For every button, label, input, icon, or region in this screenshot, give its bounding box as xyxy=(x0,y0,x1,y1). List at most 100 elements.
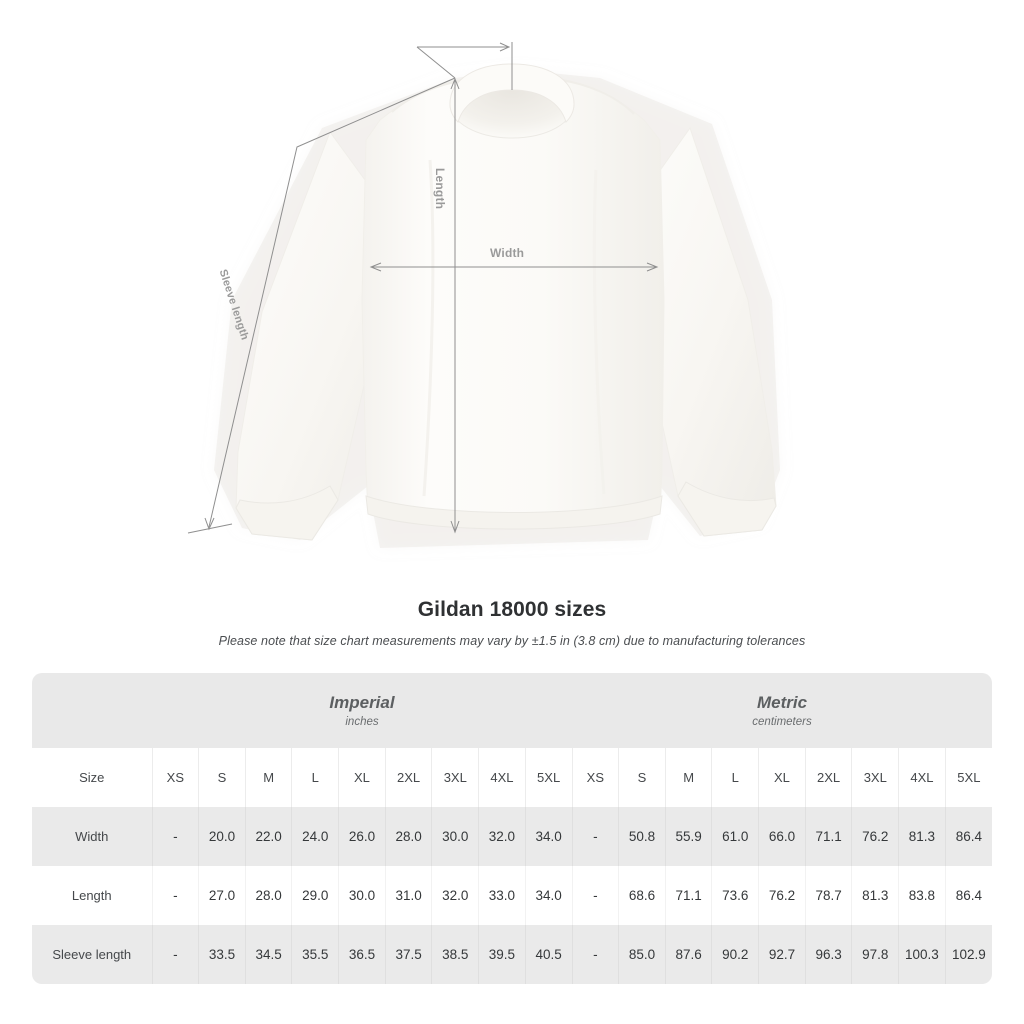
unit-system-row: Imperial inches Metric centimeters xyxy=(32,673,992,748)
measurement-cell: 28.0 xyxy=(244,866,292,925)
size-column-header-2xl: 2XL xyxy=(384,748,432,807)
measurement-cell: - xyxy=(151,925,199,984)
chart-heading-block: Gildan 18000 sizes Please note that size… xyxy=(0,598,1024,648)
size-column-header-3xl: 3XL xyxy=(431,748,479,807)
size-column-header-xl: XL xyxy=(338,748,386,807)
sweatshirt-illustration xyxy=(187,42,780,548)
measurement-cell: 33.5 xyxy=(198,925,246,984)
sweatshirt-body xyxy=(361,73,665,525)
table-row: Width -20.0 22.0 24.0 26.0 28.0 30.0 32.0 34.0-5… xyxy=(32,807,992,866)
measurement-cell: 55.9 xyxy=(664,807,712,866)
width-measurement-label: Width xyxy=(490,246,525,260)
measurement-cell: 22.0 xyxy=(244,807,292,866)
measurement-cell: 31.0 xyxy=(384,866,432,925)
shoulder-arrowhead xyxy=(499,42,511,52)
measurement-cell: 87.6 xyxy=(664,925,712,984)
measurement-cell: 34.0 xyxy=(524,807,572,866)
size-column-header-5xl: 5XL xyxy=(944,748,992,807)
unit-name-metric: Metric xyxy=(756,693,808,713)
left-cuff xyxy=(235,485,339,541)
measurement-cell: 27.0 xyxy=(198,866,246,925)
measurement-cell: 36.5 xyxy=(338,925,386,984)
measurement-cell: 73.6 xyxy=(711,866,759,925)
size-column-header-l: L xyxy=(291,748,339,807)
measurement-cell: - xyxy=(571,866,619,925)
measurement-cell: 81.3 xyxy=(851,866,899,925)
sleeve-length-line xyxy=(208,77,456,528)
measurement-cell: 38.5 xyxy=(431,925,479,984)
measurement-cell: 76.2 xyxy=(758,866,806,925)
size-column-header-5xl: 5XL xyxy=(524,748,572,807)
measurement-cell: 97.8 xyxy=(851,925,899,984)
waistband xyxy=(365,495,663,530)
measurement-cell: 30.0 xyxy=(338,866,386,925)
measurement-cell: 100.3 xyxy=(898,925,946,984)
sleeve-end-tick xyxy=(187,523,233,534)
size-chart-table-container: Imperial inches Metric centimeters Size … xyxy=(32,673,992,984)
tolerance-note: Please note that size chart measurements… xyxy=(218,634,806,648)
measurement-cell: - xyxy=(571,925,619,984)
measurement-cell: 24.0 xyxy=(291,807,339,866)
unit-name-imperial: Imperial xyxy=(329,693,395,713)
measurement-cell: 90.2 xyxy=(711,925,759,984)
size-column-header-3xl: 3XL xyxy=(851,748,899,807)
size-column-header-s: S xyxy=(198,748,246,807)
measurement-cell: 83.8 xyxy=(898,866,946,925)
measurement-cell: - xyxy=(151,866,199,925)
measurement-cell: 34.5 xyxy=(244,925,292,984)
size-column-header-xl: XL xyxy=(758,748,806,807)
measurement-cell: 102.9 xyxy=(944,925,992,984)
table-row: Sleeve length -33.5 34.5 35.5 36.5 37.5 38.5 39… xyxy=(32,925,992,984)
length-arrowhead-bottom xyxy=(450,520,460,534)
measurement-cell: 50.8 xyxy=(618,807,666,866)
fabric-fold xyxy=(592,169,606,495)
size-column-header-4xl: 4XL xyxy=(898,748,946,807)
width-arrowhead-right xyxy=(646,262,659,272)
length-arrowhead-top xyxy=(450,77,460,90)
sleeve-leader-top xyxy=(416,46,456,79)
measurement-cell: 81.3 xyxy=(898,807,946,866)
measurement-cell: 66.0 xyxy=(758,807,806,866)
width-arrowhead-left xyxy=(369,262,382,272)
fabric-fold xyxy=(422,159,435,497)
measurement-cell: 37.5 xyxy=(384,925,432,984)
product-image-panel: Width Length Sleeve length xyxy=(187,42,780,548)
size-column-header-4xl: 4XL xyxy=(478,748,526,807)
measurement-cell: 32.0 xyxy=(431,866,479,925)
table-row: Length -27.0 28.0 29.0 30.0 31.0 32.0 33.0 34.0-… xyxy=(32,866,992,925)
measurement-cell: 76.2 xyxy=(851,807,899,866)
measurement-cell: 29.0 xyxy=(291,866,339,925)
size-chart-table: Imperial inches Metric centimeters Size … xyxy=(32,673,992,984)
size-column-header-m: M xyxy=(664,748,712,807)
size-column-header-xs: XS xyxy=(151,748,199,807)
measurement-cell: 34.0 xyxy=(524,866,572,925)
measurement-annotations xyxy=(187,42,659,534)
size-header-label: Size xyxy=(32,748,152,807)
measurement-cell: 71.1 xyxy=(664,866,712,925)
unit-sub-metric: centimeters xyxy=(752,715,812,728)
right-shoulder-seam xyxy=(559,79,635,115)
unit-sub-imperial: inches xyxy=(345,715,379,728)
measurement-cell: - xyxy=(571,807,619,866)
length-measurement-label: Length xyxy=(433,168,447,210)
unit-header-metric: Metric centimeters xyxy=(572,673,992,748)
measurement-cell: 30.0 xyxy=(431,807,479,866)
measurement-cell: 92.7 xyxy=(758,925,806,984)
size-header-row: Size XS S M L XL 2XL 3XL 4XL 5XL XS S M L XL 2XL 3XL 4XL… xyxy=(32,748,992,807)
measurement-cell: 32.0 xyxy=(478,807,526,866)
measurement-cell: 39.5 xyxy=(478,925,526,984)
measurement-cell: 86.4 xyxy=(944,866,992,925)
measurement-cell: 85.0 xyxy=(618,925,666,984)
size-column-header-2xl: 2XL xyxy=(804,748,852,807)
measurement-row-label: Length xyxy=(32,866,152,925)
size-column-header-xs: XS xyxy=(571,748,619,807)
measurement-cell: 78.7 xyxy=(804,866,852,925)
measurement-cell: 26.0 xyxy=(338,807,386,866)
size-column-header-l: L xyxy=(711,748,759,807)
unit-header-imperial: Imperial inches xyxy=(152,673,572,748)
size-column-header-m: M xyxy=(244,748,292,807)
measurement-cell: 71.1 xyxy=(804,807,852,866)
measurement-cell: 86.4 xyxy=(944,807,992,866)
size-column-header-s: S xyxy=(618,748,666,807)
measurement-row-label: Sleeve length xyxy=(32,925,152,984)
